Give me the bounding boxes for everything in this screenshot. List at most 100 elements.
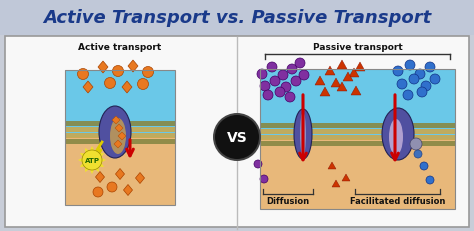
Polygon shape xyxy=(98,62,108,74)
Circle shape xyxy=(278,71,288,81)
Polygon shape xyxy=(332,180,340,187)
FancyBboxPatch shape xyxy=(65,121,175,126)
Circle shape xyxy=(421,82,431,92)
FancyBboxPatch shape xyxy=(65,139,175,144)
Polygon shape xyxy=(343,73,353,82)
Polygon shape xyxy=(92,160,99,172)
Polygon shape xyxy=(124,185,133,196)
Ellipse shape xyxy=(110,119,126,154)
Circle shape xyxy=(257,70,267,80)
Circle shape xyxy=(137,79,148,90)
Polygon shape xyxy=(320,88,330,97)
Polygon shape xyxy=(355,63,365,72)
Circle shape xyxy=(393,67,403,77)
Polygon shape xyxy=(78,158,92,163)
Circle shape xyxy=(82,150,102,170)
Polygon shape xyxy=(83,82,93,94)
Circle shape xyxy=(267,63,277,73)
Polygon shape xyxy=(114,140,122,148)
Polygon shape xyxy=(85,148,92,160)
Polygon shape xyxy=(116,169,125,180)
Circle shape xyxy=(260,82,270,92)
Text: VS: VS xyxy=(227,131,247,144)
Polygon shape xyxy=(118,132,126,140)
Circle shape xyxy=(417,88,427,97)
Polygon shape xyxy=(92,148,99,160)
Circle shape xyxy=(107,182,117,192)
Circle shape xyxy=(213,113,261,161)
FancyBboxPatch shape xyxy=(261,135,456,140)
Polygon shape xyxy=(80,153,92,160)
Ellipse shape xyxy=(99,106,131,158)
Polygon shape xyxy=(89,160,95,174)
Polygon shape xyxy=(136,173,145,184)
Polygon shape xyxy=(337,83,347,92)
Ellipse shape xyxy=(389,119,403,155)
Polygon shape xyxy=(337,61,347,70)
Polygon shape xyxy=(331,79,341,88)
Polygon shape xyxy=(112,116,120,125)
Circle shape xyxy=(405,61,415,71)
Circle shape xyxy=(397,80,407,90)
Polygon shape xyxy=(95,172,104,183)
Circle shape xyxy=(78,69,89,80)
Circle shape xyxy=(409,75,419,85)
Text: Facilitated diffusion: Facilitated diffusion xyxy=(350,197,446,206)
Polygon shape xyxy=(128,61,138,73)
Circle shape xyxy=(93,187,103,197)
Circle shape xyxy=(281,83,291,93)
Polygon shape xyxy=(80,160,92,167)
FancyBboxPatch shape xyxy=(65,127,175,132)
Polygon shape xyxy=(328,162,336,169)
Polygon shape xyxy=(351,87,361,96)
Circle shape xyxy=(403,91,413,100)
Ellipse shape xyxy=(382,109,414,160)
FancyBboxPatch shape xyxy=(65,70,175,137)
FancyBboxPatch shape xyxy=(261,141,456,146)
Polygon shape xyxy=(92,160,104,167)
Polygon shape xyxy=(349,69,359,78)
Polygon shape xyxy=(315,77,325,86)
FancyBboxPatch shape xyxy=(261,123,456,128)
FancyBboxPatch shape xyxy=(5,37,469,227)
Circle shape xyxy=(414,150,422,158)
Text: ATP: ATP xyxy=(84,157,100,163)
Text: Passive transport: Passive transport xyxy=(313,43,403,52)
Circle shape xyxy=(415,70,425,80)
Circle shape xyxy=(275,88,285,97)
FancyBboxPatch shape xyxy=(0,0,474,36)
Polygon shape xyxy=(92,153,104,160)
Polygon shape xyxy=(89,146,95,160)
Polygon shape xyxy=(85,160,92,172)
FancyBboxPatch shape xyxy=(261,70,456,139)
Circle shape xyxy=(285,93,295,103)
FancyBboxPatch shape xyxy=(65,137,175,205)
FancyBboxPatch shape xyxy=(65,133,175,138)
Polygon shape xyxy=(325,67,335,76)
Ellipse shape xyxy=(294,109,312,159)
Circle shape xyxy=(430,75,440,85)
Circle shape xyxy=(299,71,309,81)
Text: Diffusion: Diffusion xyxy=(266,197,310,206)
Circle shape xyxy=(425,63,435,73)
Circle shape xyxy=(143,67,154,78)
Circle shape xyxy=(426,176,434,184)
Circle shape xyxy=(410,138,422,150)
Circle shape xyxy=(295,59,305,69)
Circle shape xyxy=(254,160,262,168)
Circle shape xyxy=(270,77,280,87)
Polygon shape xyxy=(115,125,123,132)
Ellipse shape xyxy=(300,112,306,156)
Circle shape xyxy=(112,66,124,77)
Polygon shape xyxy=(122,82,132,94)
Polygon shape xyxy=(92,158,106,163)
Circle shape xyxy=(260,175,268,183)
Circle shape xyxy=(215,116,259,159)
Circle shape xyxy=(263,91,273,100)
Text: Active transport: Active transport xyxy=(78,43,162,52)
Circle shape xyxy=(104,78,116,89)
Circle shape xyxy=(291,77,301,87)
Circle shape xyxy=(420,162,428,170)
FancyBboxPatch shape xyxy=(261,129,456,134)
FancyBboxPatch shape xyxy=(261,139,456,209)
